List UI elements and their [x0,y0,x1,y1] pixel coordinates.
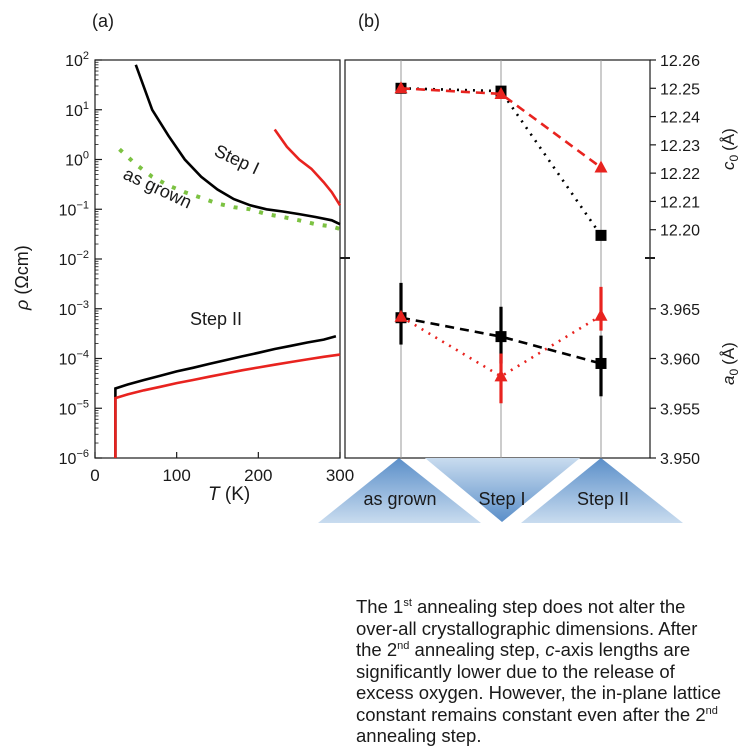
category-label-as-grown: as grown [363,489,436,509]
x-axis-var: T [208,484,221,505]
y-axis-unit: (Ωcm) [12,245,32,294]
triangle-step-i [425,458,580,522]
x-tick-label-0: 0 [90,466,99,485]
a0-tick-label-3.955: 3.955 [660,401,700,418]
upper-axis-label: c0 (Å) [719,128,741,170]
lattice-series-line-1 [400,87,602,169]
y-tick-label-7: 10−5 [59,398,89,418]
c0-sub: 0 [727,155,741,162]
panel-a-plot: 0 100 200 300 102 101 100 10−1 10−2 10−3 10−4 10−5 1… [12,50,354,505]
c0-unit: (Å) [719,128,738,151]
caption-sup-1: st [403,596,412,609]
x-tick-label-300: 300 [326,466,354,485]
annotation-step-ii: Step II [190,309,242,329]
panel-a-frame [94,59,341,459]
caption-text-2b: -axis lengths are significantly lower du… [356,639,722,725]
triangle-marker-1-1 [494,86,508,99]
caption-sup-2: nd [397,639,410,652]
y-tick-label-6: 10−4 [59,349,89,369]
x-tick-label-200: 200 [244,466,272,485]
y-axis-var: ρ [12,300,32,311]
svg-text:T (K): T (K) [208,484,250,505]
caption-italic-c: c [545,639,555,660]
resistivity-curve-1 [273,128,342,206]
c0-tick-label-12.25: 12.25 [660,81,700,98]
caption-sup-3: nd [705,704,718,717]
panel-b-label: (b) [358,11,380,31]
y-tick-label-5: 10−3 [59,299,89,319]
c0-var: c [719,161,738,170]
y-tick-label-4: 10−2 [59,249,89,269]
y-axis-label-a: ρ (Ωcm) [12,245,32,311]
caption-text-1a: The 1 [356,596,404,617]
c0-tick-label-12.23: 12.23 [660,138,700,155]
category-label-step-i: Step I [478,489,525,509]
triangle-step-ii [521,458,683,523]
y-tick-label-0: 102 [65,50,89,70]
y-tick-label-8: 10−6 [59,448,89,468]
triangle-marker-3-1 [494,369,508,382]
y-tick-label-1: 101 [65,100,89,120]
a0-tick-label-3.960: 3.960 [660,352,700,369]
triangle-marker-1-0 [394,81,408,94]
a0-var: a [719,376,738,385]
annotation-step-i: Step I [211,140,262,178]
caption-text-2a: annealing step, [409,639,546,660]
resistivity-curve-4 [114,353,341,458]
c0-tick-label-12.22: 12.22 [660,166,700,183]
lattice-series-line-2 [400,316,602,365]
lower-axis-label: a0 (Å) [719,342,741,385]
square-marker-2-1 [495,331,507,343]
a0-sub: 0 [727,369,741,376]
svg-text:c0(Å): c0 (Å) [719,128,741,170]
caption: The 1st annealing step does not alter th… [356,596,726,747]
x-tick-label-100: 100 [162,466,190,485]
c0-tick-label-12.21: 12.21 [660,194,700,211]
triangle-marker-3-2 [594,308,608,321]
step-banner: as grown Step I Step II [318,458,683,523]
a0-tick-label-3.950: 3.950 [660,451,700,468]
c0-tick-label-12.24: 12.24 [660,110,700,127]
a0-tick-label-3.965: 3.965 [660,302,700,319]
square-marker-0-2 [595,229,607,241]
category-label-step-ii: Step II [577,489,629,509]
y-tick-label-3: 10−1 [59,199,89,219]
resistivity-curve-3 [114,335,337,458]
square-marker-2-2 [595,357,607,369]
x-axis-unit: (K) [225,484,250,505]
y-tick-label-2: 100 [65,150,89,170]
panel-b-plot: 12.26 12.25 12.24 12.23 12.22 12.21 12.20 3.965… [340,53,741,468]
triangle-as-grown [318,458,481,523]
resistivity-curve-2 [118,147,341,231]
panel-b-frame [344,59,651,459]
figure: (a) (b) 0 100 200 300 102 101 100 10−1 10−2 10−3 1… [12,11,741,523]
annotation-as-grown: as grown [120,163,195,212]
a0-unit: (Å) [719,342,738,365]
triangle-marker-1-2 [594,160,608,173]
panel-a-label: (a) [92,11,114,31]
x-axis-label-a: T (K) [208,484,250,505]
caption-text-1b: annealing step does not alter the over-a… [356,596,698,660]
c0-tick-label-12.26: 12.26 [660,53,700,70]
caption-text-3: annealing step. [356,725,482,746]
resistivity-curve-0 [134,64,341,226]
triangle-marker-3-0 [394,309,408,322]
svg-text:a0(Å): a0 (Å) [719,342,741,385]
svg-text:ρ (Ωcm): ρ (Ωcm) [12,245,32,311]
c0-tick-label-12.20: 12.20 [660,223,700,240]
